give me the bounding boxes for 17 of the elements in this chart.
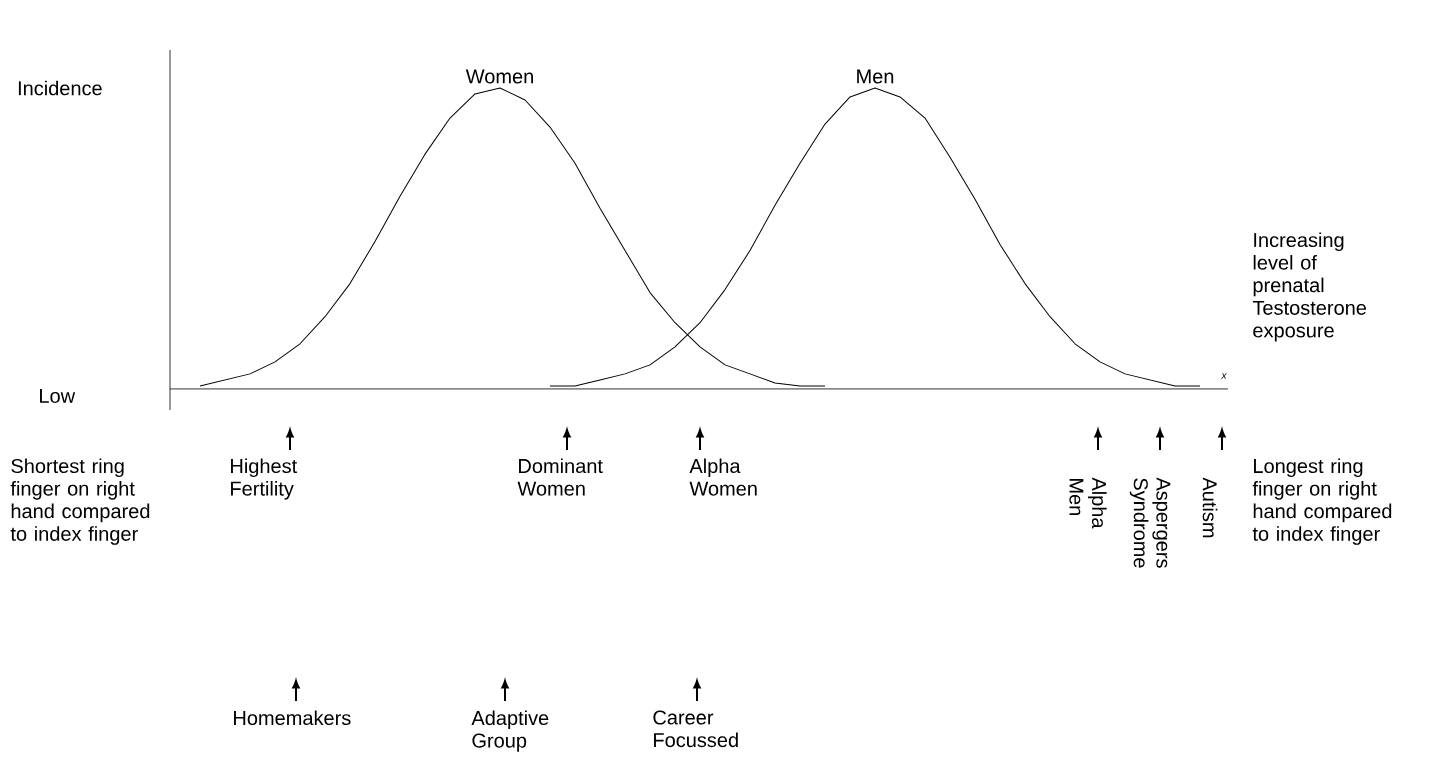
text: Homemakers xyxy=(234,710,351,726)
text: Alpha Women xyxy=(689,458,757,496)
text: Longest ring finger on right hand compared to index finger xyxy=(1252,458,1392,545)
text: Shortest ring finger on right hand compared to index finger xyxy=(10,458,150,545)
text: Career Focussed xyxy=(653,710,738,748)
series-label: Men xyxy=(857,69,894,84)
text: Autism xyxy=(1202,477,1218,538)
series-label: Women xyxy=(465,69,533,84)
text: Highest Fertility xyxy=(231,458,298,500)
text: Dominant Women xyxy=(517,458,603,496)
text: Alpha Men xyxy=(1069,477,1107,529)
x-axis-title: Increasing level of prenatal Testosterone exposure xyxy=(1252,232,1367,342)
text: Adaptive Group xyxy=(471,710,549,752)
text: Low xyxy=(40,389,76,403)
y-axis-title: Incidence xyxy=(18,80,102,96)
text: Aspergers Syndrome xyxy=(1129,477,1171,568)
annotation: x xyxy=(1221,373,1227,379)
